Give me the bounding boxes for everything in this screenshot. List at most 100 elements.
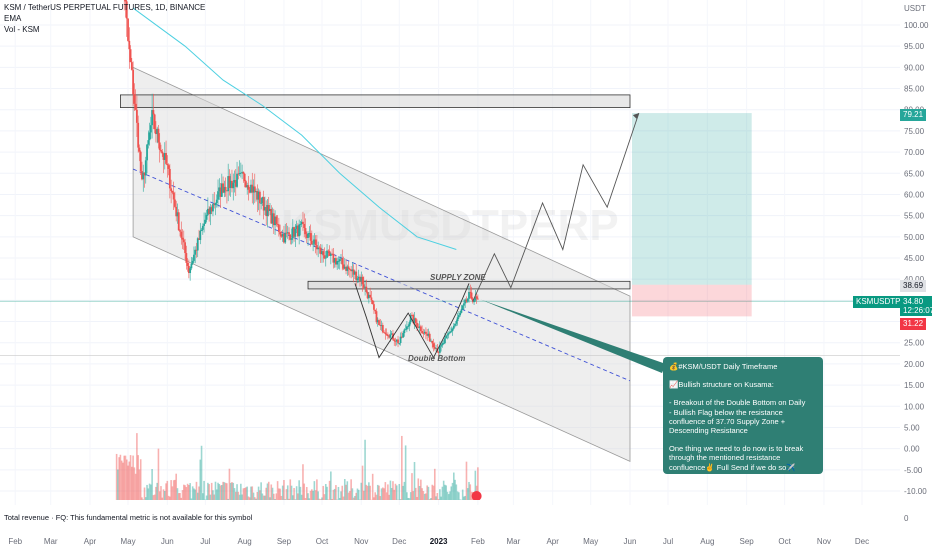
volume-bar (161, 497, 164, 500)
candle-body (323, 255, 326, 259)
candle-body (460, 309, 463, 313)
volume-bar (335, 485, 337, 500)
candle-body (181, 237, 184, 240)
volume-legend[interactable]: Vol - KSM (4, 25, 40, 34)
candle-body (411, 314, 413, 316)
volume-bar (238, 494, 241, 500)
candle-body (223, 186, 226, 193)
volume-bar (366, 485, 369, 500)
time-tick-label: Jul (663, 537, 673, 546)
volume-bar (389, 480, 392, 500)
earnings-flag-icon (471, 491, 482, 500)
candle-body (441, 343, 444, 346)
candle-body (468, 291, 470, 299)
candle-body (187, 265, 190, 274)
candle-body (220, 183, 223, 197)
candle-body (359, 276, 361, 282)
candle-body (271, 213, 274, 224)
volume-bar (456, 491, 459, 500)
candle-body (340, 258, 342, 260)
volume-bar (417, 478, 420, 500)
volume-bar (442, 480, 445, 500)
volume-bar (200, 445, 203, 500)
volume-bar (331, 498, 333, 500)
candle-body (374, 309, 377, 312)
volume-bar (142, 499, 145, 500)
note-pointer (480, 299, 666, 373)
channel-midline (132, 168, 631, 382)
candle-body (209, 207, 212, 215)
candle-body (147, 140, 150, 145)
volume-bar (133, 467, 136, 500)
volume-bar (435, 496, 437, 500)
volume-bar (293, 487, 295, 500)
candle-body (476, 298, 479, 300)
price-tick-label: -5.00 (904, 466, 923, 475)
volume-bar (264, 495, 266, 500)
candle-body (299, 224, 302, 225)
volume-bar (316, 479, 318, 500)
volume-bar (392, 481, 394, 500)
volume-bar (253, 497, 256, 500)
volume-bar (285, 489, 288, 500)
volume-bar (236, 484, 238, 500)
candle-body (210, 207, 213, 212)
volume-bar (175, 473, 177, 500)
candle-body (414, 318, 417, 323)
volume-bar (262, 495, 265, 500)
volume-bar (144, 497, 147, 500)
candle-body (283, 233, 285, 243)
volume-bar (240, 483, 242, 500)
chart-title[interactable]: KSM / TetherUS PERPETUAL FUTURES, 1D, BI… (4, 3, 206, 12)
volume-bar (138, 469, 141, 500)
candle-body (397, 339, 399, 344)
volume-bar (167, 495, 170, 500)
candle-body (234, 180, 237, 187)
analysis-note[interactable]: 💰#KSM/USDT Daily Timeframe 📈Bullish stru… (663, 357, 823, 474)
volume-bar (297, 493, 299, 500)
volume-bar (333, 488, 336, 500)
candle-body (321, 251, 323, 255)
candle-body (380, 325, 383, 326)
candle-body (376, 320, 379, 323)
candle-body (393, 339, 396, 341)
volume-bar (221, 484, 223, 500)
candle-body (394, 340, 397, 342)
candle-body (419, 326, 422, 331)
volume-bar (380, 488, 383, 500)
candle-body (186, 262, 189, 266)
volume-bar (281, 485, 284, 500)
volume-bar (191, 486, 194, 500)
candle-body (300, 221, 303, 225)
candle-body (176, 212, 179, 217)
price-tick-label: 70.00 (904, 148, 925, 157)
volume-bar (294, 499, 297, 500)
volume-bar (432, 485, 435, 500)
candle-body (347, 266, 350, 269)
volume-bar (313, 481, 316, 500)
volume-bar (266, 483, 269, 500)
zero-tick-label: 0 (904, 514, 909, 523)
candle-body (195, 249, 198, 251)
candle-body (403, 329, 406, 334)
candle-body (386, 334, 389, 337)
volume-bar (227, 498, 229, 500)
volume-bar (222, 481, 224, 500)
candle-body (290, 238, 293, 240)
candle-body (413, 318, 416, 323)
volume-bar (218, 483, 221, 500)
volume-bar (416, 496, 418, 500)
volume-bar (127, 465, 129, 500)
ema-legend[interactable]: EMA (4, 14, 22, 23)
candle-body (395, 339, 398, 342)
volume-bar (260, 482, 262, 500)
candle-body (331, 253, 334, 255)
candle-body (390, 333, 393, 335)
volume-bar (269, 497, 271, 500)
candle-body (258, 191, 261, 204)
volume-bar (327, 499, 330, 500)
time-tick-label: Mar (44, 537, 58, 546)
candle-body (309, 233, 312, 241)
candle-body (142, 172, 145, 180)
